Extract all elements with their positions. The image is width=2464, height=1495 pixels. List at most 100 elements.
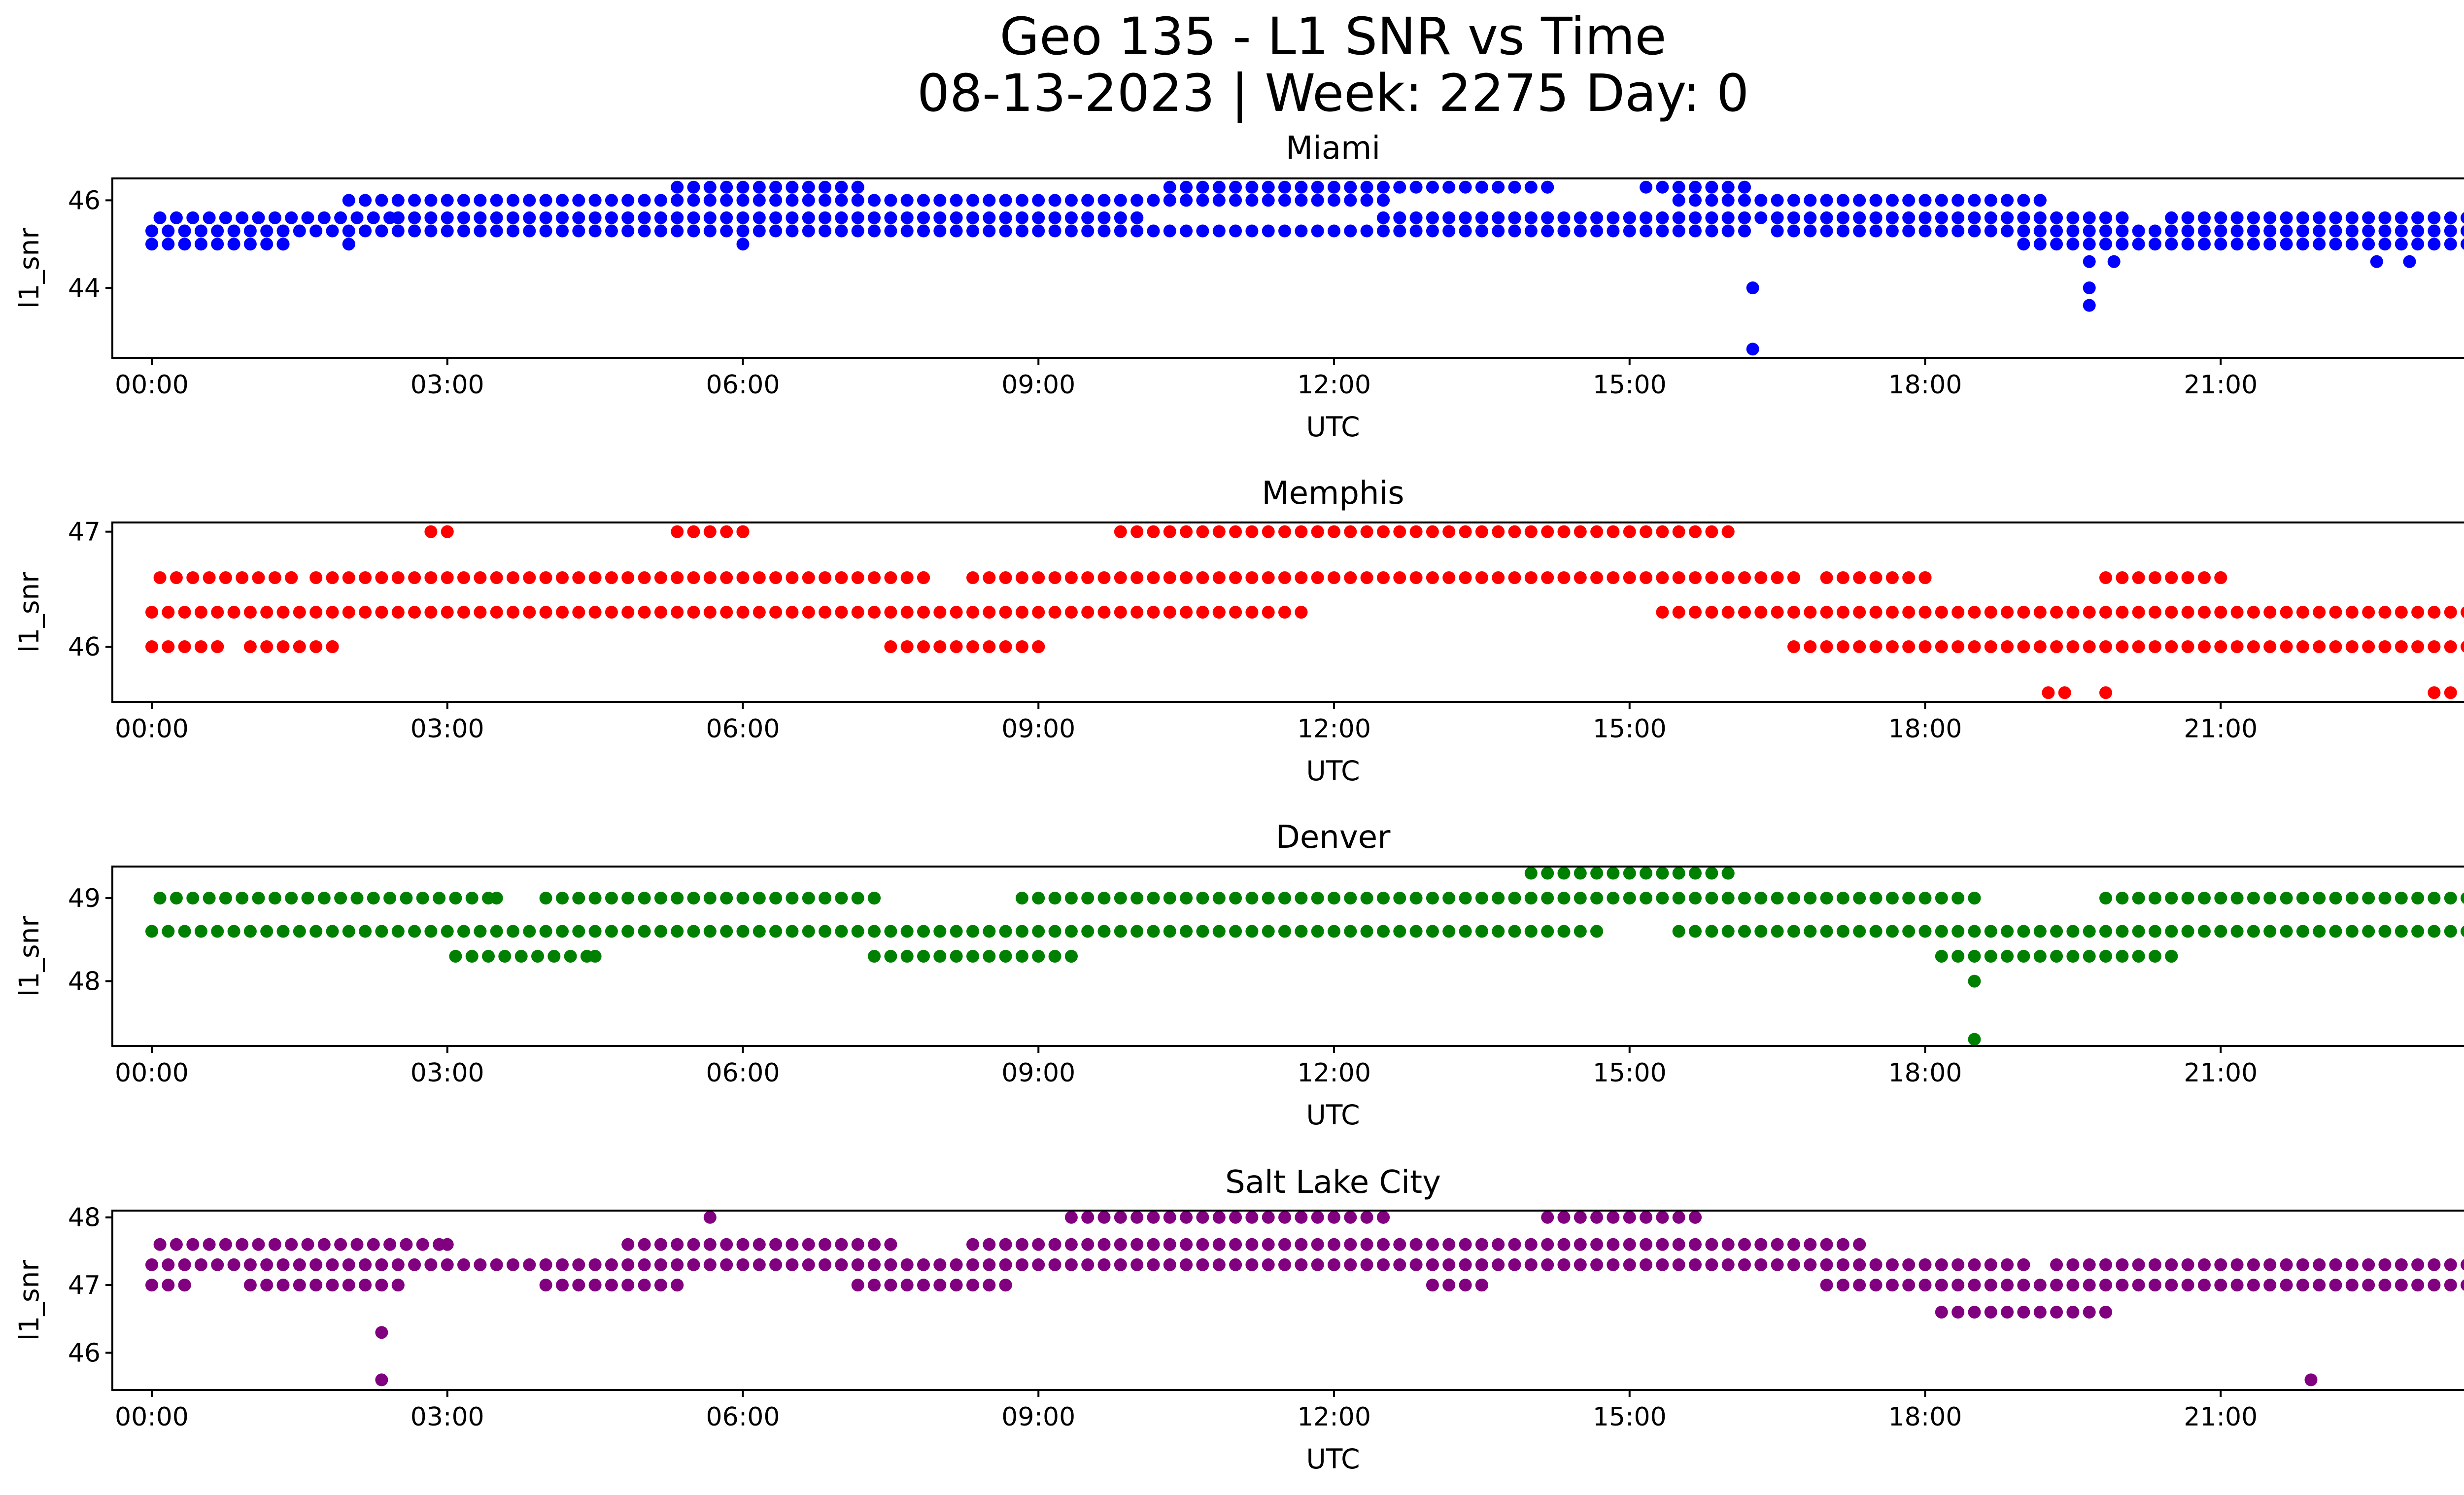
y-tick-label: 46	[68, 632, 101, 662]
data-point	[1902, 925, 1916, 938]
data-point	[1245, 892, 1259, 904]
data-point	[1229, 925, 1242, 938]
data-point	[408, 224, 421, 238]
data-point	[1311, 180, 1324, 194]
data-point	[556, 211, 569, 224]
data-point	[465, 892, 479, 904]
data-point	[1524, 925, 1538, 938]
data-point	[457, 224, 470, 238]
data-point	[687, 180, 700, 194]
data-point	[1032, 211, 1045, 224]
data-point	[1869, 224, 1882, 238]
data-point	[293, 925, 306, 938]
data-point	[933, 925, 947, 938]
data-point	[769, 211, 783, 224]
data-point	[1836, 211, 1849, 224]
data-point	[2280, 1279, 2293, 1292]
data-point	[1590, 925, 1604, 938]
data-point	[1180, 1258, 1193, 1271]
data-point	[819, 925, 832, 938]
data-point	[211, 238, 224, 251]
data-point	[1557, 925, 1571, 938]
data-point	[1820, 640, 1833, 653]
data-point	[983, 925, 996, 938]
subplot-title: Denver	[1276, 819, 1391, 856]
x-tick-label: 18:00	[1888, 370, 1962, 400]
data-point	[2165, 950, 2178, 963]
data-point	[1640, 571, 1653, 584]
data-point	[753, 571, 766, 584]
data-point	[851, 925, 864, 938]
x-tick-label: 12:00	[1297, 370, 1371, 400]
data-point	[2033, 224, 2047, 238]
data-point	[1902, 892, 1916, 904]
data-point	[1064, 950, 1078, 963]
data-point	[851, 1279, 864, 1292]
data-point	[654, 194, 667, 207]
data-point	[260, 1258, 274, 1271]
data-point	[835, 925, 848, 938]
data-point	[2313, 224, 2326, 238]
data-point	[753, 180, 766, 194]
data-point	[293, 1258, 306, 1271]
data-point	[2116, 606, 2129, 619]
data-point	[2132, 640, 2145, 653]
data-point	[1984, 1306, 1997, 1319]
data-point	[1820, 571, 1833, 584]
data-point	[2116, 1279, 2129, 1292]
data-point	[1984, 194, 1997, 207]
data-point	[900, 1279, 914, 1292]
data-point	[1820, 925, 1833, 938]
data-point	[1163, 224, 1176, 238]
data-point	[1623, 867, 1636, 880]
data-point	[671, 892, 684, 904]
data-point	[1590, 211, 1604, 224]
data-point	[1623, 892, 1636, 904]
data-point	[753, 606, 766, 619]
outlier-point	[2083, 281, 2096, 294]
data-point	[556, 1279, 569, 1292]
data-point	[2132, 950, 2145, 963]
data-point	[1968, 1306, 1981, 1319]
data-point	[687, 194, 700, 207]
data-point	[1409, 211, 1423, 224]
subplot-salt-lake-city: Salt Lake City 00:00 03:00 06:00 09:00 12:00…	[13, 1164, 2464, 1475]
data-point	[950, 224, 963, 238]
data-point	[564, 950, 577, 963]
data-point	[1278, 1211, 1291, 1224]
data-point	[1918, 606, 1932, 619]
data-point	[2247, 1258, 2260, 1271]
data-point	[1656, 892, 1669, 904]
data-point	[720, 211, 733, 224]
data-point	[1672, 892, 1685, 904]
subplot-title: Miami	[1286, 130, 1380, 167]
data-point	[2083, 950, 2096, 963]
data-point	[367, 1238, 380, 1251]
data-point	[900, 571, 914, 584]
data-point	[588, 606, 602, 619]
outlier-point	[1746, 343, 1759, 356]
data-point	[1409, 925, 1423, 938]
data-point	[490, 224, 503, 238]
data-point	[2017, 1279, 2030, 1292]
data-point	[2296, 1258, 2309, 1271]
data-point	[507, 925, 519, 938]
data-point	[950, 211, 963, 224]
data-point	[1032, 194, 1045, 207]
data-point	[2461, 606, 2464, 618]
x-tick-label: 21:00	[2184, 370, 2258, 400]
data-point	[1097, 606, 1111, 619]
data-point	[654, 925, 667, 938]
data-point	[1787, 1258, 1800, 1271]
data-point	[1935, 925, 1948, 938]
data-point	[588, 1279, 602, 1292]
data-point	[474, 571, 487, 584]
data-point	[1262, 224, 1275, 238]
data-point	[999, 211, 1012, 224]
data-point	[1656, 525, 1669, 538]
data-point	[2461, 212, 2464, 224]
data-point	[1163, 925, 1176, 938]
data-point	[999, 925, 1012, 938]
data-point	[2280, 925, 2293, 938]
data-point	[2001, 606, 2014, 619]
